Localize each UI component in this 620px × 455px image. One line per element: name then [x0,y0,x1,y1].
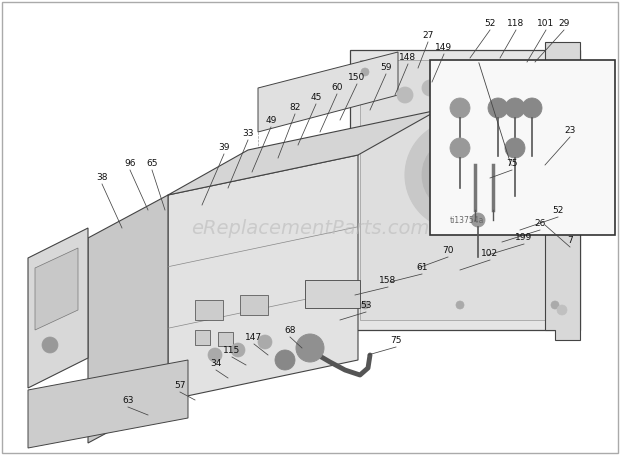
Text: 59: 59 [380,63,392,72]
Circle shape [456,301,464,309]
Text: 118: 118 [507,19,525,28]
FancyBboxPatch shape [360,60,570,320]
Circle shape [471,213,485,227]
Circle shape [422,137,498,213]
Text: 53: 53 [360,301,372,310]
Polygon shape [168,155,358,400]
Text: 150: 150 [348,73,366,82]
Circle shape [488,98,508,118]
Circle shape [296,334,324,362]
Text: 26: 26 [534,219,546,228]
FancyBboxPatch shape [350,50,580,330]
Text: 68: 68 [284,326,296,335]
Text: eReplacementParts.com: eReplacementParts.com [191,218,429,238]
Polygon shape [28,228,88,388]
Text: 148: 148 [399,53,417,62]
Circle shape [42,337,58,353]
Circle shape [231,343,245,357]
FancyBboxPatch shape [195,300,223,320]
Text: 33: 33 [242,129,254,138]
Text: 45: 45 [311,93,322,102]
Circle shape [405,120,515,230]
Circle shape [361,301,369,309]
Text: 115: 115 [223,346,241,355]
Circle shape [456,68,464,76]
Text: 102: 102 [482,249,498,258]
FancyBboxPatch shape [305,280,360,308]
Circle shape [551,301,559,309]
FancyBboxPatch shape [218,332,233,346]
Circle shape [447,74,463,90]
Text: 199: 199 [515,233,533,242]
Text: 75: 75 [507,159,518,168]
Circle shape [440,155,480,195]
FancyBboxPatch shape [430,60,615,235]
Text: 52: 52 [484,19,495,28]
Circle shape [208,348,222,362]
Circle shape [557,305,567,315]
Text: 147: 147 [246,333,262,342]
FancyBboxPatch shape [240,295,268,315]
Circle shape [258,335,272,349]
Text: 149: 149 [435,43,453,52]
Text: 49: 49 [265,116,277,125]
Text: 27: 27 [422,31,433,40]
Text: 7: 7 [567,236,573,245]
Text: 39: 39 [218,143,230,152]
Text: 158: 158 [379,276,397,285]
Circle shape [557,60,567,70]
Polygon shape [258,52,398,132]
Text: 70: 70 [442,246,454,255]
Text: 82: 82 [290,103,301,112]
Circle shape [275,350,295,370]
Circle shape [450,98,470,118]
Polygon shape [35,248,78,330]
Circle shape [522,98,542,118]
Text: 63: 63 [122,396,134,405]
Circle shape [505,138,525,158]
Text: 101: 101 [538,19,555,28]
Text: 29: 29 [559,19,570,28]
Text: 96: 96 [124,159,136,168]
Circle shape [397,87,413,103]
FancyBboxPatch shape [195,330,210,345]
Circle shape [551,68,559,76]
Circle shape [361,68,369,76]
Polygon shape [545,42,580,340]
Text: ti13754a: ti13754a [450,216,484,225]
Text: 75: 75 [390,336,402,345]
Text: 52: 52 [552,206,564,215]
Text: 61: 61 [416,263,428,272]
Text: 65: 65 [146,159,157,168]
Text: 60: 60 [331,83,343,92]
Polygon shape [28,360,188,448]
Text: 34: 34 [210,359,222,368]
Circle shape [505,98,525,118]
Text: 23: 23 [564,126,576,135]
Polygon shape [88,195,168,443]
Polygon shape [168,110,438,195]
Circle shape [450,138,470,158]
Circle shape [422,80,438,96]
Text: 57: 57 [174,381,186,390]
Text: 38: 38 [96,173,108,182]
Circle shape [567,180,577,190]
